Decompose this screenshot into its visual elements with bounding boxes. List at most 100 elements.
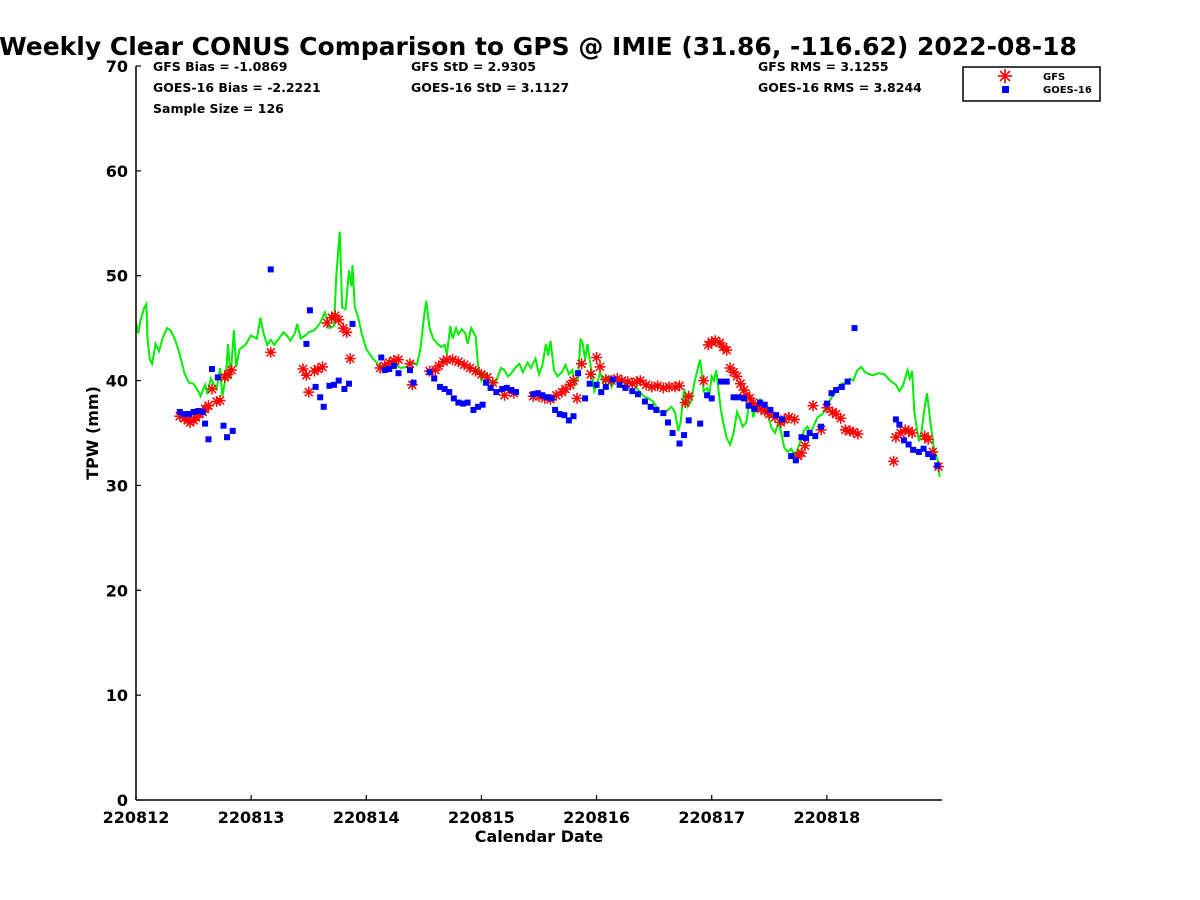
axes: 0 10 20 30 40 50 60 70 220812 220813 220814 220815…	[103, 57, 942, 827]
goes-point	[708, 395, 715, 402]
gfs-point	[807, 400, 819, 412]
goes-point	[803, 435, 810, 442]
plot-area	[135, 231, 944, 478]
x-tick-label: 220812	[103, 808, 170, 827]
goes-point	[920, 445, 927, 452]
goes-point	[761, 401, 768, 408]
goes-point	[823, 400, 830, 407]
goes-point	[792, 457, 799, 464]
goes-point	[220, 422, 227, 429]
legend-gfs-marker	[998, 69, 1012, 83]
goes-point	[598, 389, 605, 396]
goes-point	[205, 436, 212, 443]
goes-point	[896, 421, 903, 428]
goes-point	[788, 453, 795, 460]
x-tick-label: 220818	[793, 808, 860, 827]
gfs-point	[835, 412, 847, 424]
goes-point	[593, 381, 600, 388]
legend-goes-label: GOES-16	[1043, 85, 1092, 96]
gfs-point	[679, 397, 691, 409]
goes-point	[685, 417, 692, 424]
goes-point	[910, 446, 917, 453]
legend: GFS GOES-16	[962, 66, 1101, 102]
goes-point	[934, 462, 941, 469]
goes-point	[851, 325, 858, 332]
goes-point	[539, 392, 546, 399]
goes-point	[195, 408, 202, 414]
y-tick-label: 50	[106, 267, 128, 286]
goes-point	[190, 409, 197, 415]
gfs-point	[721, 344, 733, 356]
goes-point	[629, 388, 636, 395]
goes-point	[335, 377, 342, 384]
y-tick-label: 20	[106, 581, 128, 600]
goes-point	[267, 266, 274, 273]
gfs-point	[341, 326, 353, 338]
goes-point	[669, 430, 676, 436]
gfs-point	[344, 353, 356, 365]
y-axis-label: TPW (mm)	[83, 386, 102, 480]
goes-point	[730, 394, 737, 401]
goes-point	[704, 392, 711, 399]
goes-point	[317, 394, 324, 401]
goes-point	[320, 403, 327, 410]
goes-point	[390, 362, 397, 369]
stats-block: GFS Bias = -1.0869 GOES-16 Bias = -2.222…	[153, 59, 922, 116]
goes-point	[783, 431, 790, 437]
goes-point	[812, 433, 819, 440]
gfs-point	[206, 383, 218, 395]
goes-point	[441, 386, 448, 392]
goes-point	[437, 383, 443, 390]
goes-point	[386, 366, 393, 372]
goes-point	[798, 434, 805, 441]
gfs-point	[568, 375, 579, 387]
goes-point	[186, 411, 192, 418]
goes-point	[570, 413, 577, 420]
goes-point	[303, 340, 310, 347]
x-axis-label: Calendar Date	[475, 827, 604, 846]
goes-point	[176, 409, 183, 415]
gfs-point	[888, 455, 900, 467]
goes-point	[844, 378, 851, 385]
goes-point	[676, 440, 683, 447]
gps-series	[135, 231, 941, 478]
goes-point	[741, 395, 747, 402]
goes-point	[503, 384, 510, 391]
gfs-point	[317, 361, 328, 373]
goes-point	[470, 406, 477, 413]
goes-point	[717, 378, 724, 385]
legend-goes-marker	[1002, 86, 1009, 93]
goes-point	[681, 432, 688, 439]
goes-point	[575, 370, 582, 377]
goes-point	[616, 381, 623, 388]
goes-point	[635, 391, 641, 398]
goes-point	[586, 380, 593, 387]
goes-point	[561, 412, 568, 419]
gfs-point	[634, 375, 646, 387]
goes-point	[446, 389, 453, 396]
goes-point	[806, 430, 813, 436]
gfs-point	[312, 363, 324, 375]
goes-point	[426, 369, 433, 376]
gfs-point	[789, 413, 801, 425]
gfs-point	[303, 386, 315, 398]
goes-point	[499, 386, 506, 392]
goes-point	[346, 380, 352, 387]
goes-point	[534, 390, 541, 397]
gfs-point	[226, 364, 238, 376]
y-tick-label: 10	[106, 686, 128, 705]
stat-goes-bias: GOES-16 Bias = -2.2221	[153, 80, 321, 95]
goes-point	[395, 370, 402, 377]
goes-point	[381, 367, 388, 374]
y-tick-label: 30	[106, 476, 128, 495]
goes-point	[609, 376, 616, 383]
x-tick-label: 220814	[333, 808, 400, 827]
goes-point	[647, 403, 654, 410]
gfs-point	[799, 440, 811, 452]
gfs-point	[576, 358, 588, 370]
gfs-point	[333, 314, 345, 326]
goes-point	[779, 416, 785, 423]
goes-point	[665, 419, 671, 426]
gfs-point	[591, 352, 603, 363]
